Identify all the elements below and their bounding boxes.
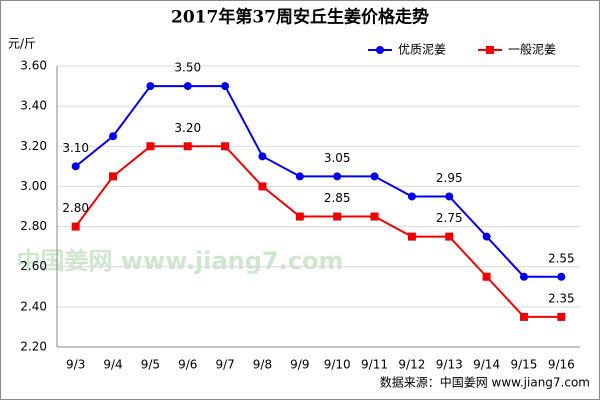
y-tick-label: 2.80 [20, 219, 47, 233]
data-label: 2.80 [62, 201, 89, 215]
point [295, 212, 304, 221]
data-label: 3.10 [62, 141, 89, 155]
y-tick-label: 3.20 [20, 139, 47, 153]
point [370, 212, 379, 221]
point [557, 272, 566, 281]
y-tick-label: 3.00 [20, 179, 47, 193]
data-label: 3.50 [174, 61, 201, 75]
source: 数据来源：中国姜网 www.jiang7.com [380, 375, 590, 390]
point [221, 142, 230, 151]
x-tick-label: 9/3 [66, 358, 85, 372]
point [482, 272, 491, 281]
point [71, 222, 80, 231]
point [146, 82, 155, 91]
x-tick-label: 9/14 [473, 358, 500, 372]
x-tick-label: 9/13 [436, 358, 463, 372]
legend-marker [376, 46, 384, 54]
data-label: 3.20 [174, 121, 201, 135]
x-tick-label: 9/15 [510, 358, 537, 372]
point [519, 272, 528, 281]
data-label: 2.35 [548, 291, 575, 305]
y-tick-label: 2.60 [20, 259, 47, 273]
y-tick-label: 3.60 [20, 59, 47, 73]
watermark: 中国姜网 www.jiang7.com [17, 247, 344, 275]
point [445, 192, 454, 201]
point [407, 192, 416, 201]
point [109, 172, 118, 181]
point [221, 82, 230, 91]
point [258, 182, 267, 191]
point [333, 212, 342, 221]
point [109, 132, 118, 141]
y-tick-label: 3.40 [20, 99, 47, 113]
data-label: 3.05 [324, 151, 351, 165]
x-tick-label: 9/10 [324, 358, 351, 372]
point [295, 172, 304, 181]
y-axis-label: 元/斤 [8, 37, 36, 51]
data-label: 2.75 [436, 211, 463, 225]
legend-label: 优质泥姜 [398, 43, 446, 57]
x-tick-label: 9/4 [103, 358, 122, 372]
point [370, 172, 379, 181]
x-tick-label: 9/16 [548, 358, 575, 372]
y-tick-label: 2.20 [20, 340, 47, 354]
x-tick-label: 9/9 [290, 358, 309, 372]
point [445, 232, 454, 241]
point [333, 172, 342, 181]
point [183, 82, 192, 91]
point [71, 162, 80, 171]
x-tick-label: 9/11 [361, 358, 388, 372]
point [258, 152, 267, 161]
x-tick-label: 9/5 [141, 358, 160, 372]
series-line [75, 85, 562, 278]
data-label: 2.55 [548, 251, 575, 265]
x-tick-label: 9/12 [398, 358, 425, 372]
series-line [74, 145, 562, 318]
y-tick-label: 2.40 [20, 299, 47, 313]
x-tick-label: 9/6 [178, 358, 197, 372]
data-label: 2.95 [436, 171, 463, 185]
x-tick-label: 9/7 [215, 358, 234, 372]
legend-label: 一般泥姜 [508, 42, 556, 57]
chart-title: 2017年第37周安丘生姜价格走势 [171, 7, 429, 28]
data-label: 2.85 [324, 191, 351, 205]
point [407, 232, 416, 241]
legend-marker [486, 46, 494, 54]
point [557, 312, 566, 321]
point [183, 142, 192, 151]
point [146, 142, 155, 151]
point [482, 232, 491, 241]
point [519, 312, 528, 321]
x-tick-label: 9/8 [253, 358, 272, 372]
